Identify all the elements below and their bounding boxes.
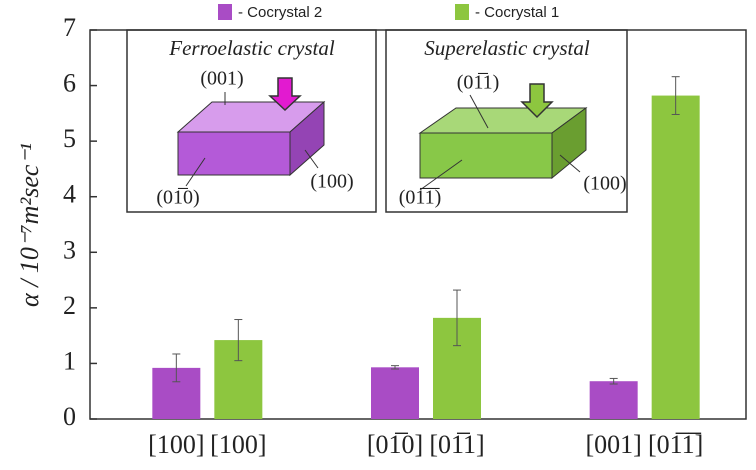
error-bar <box>172 353 181 383</box>
error-bar <box>391 365 399 370</box>
y-tick-label: 3 <box>63 235 76 264</box>
legend-label: - Cocrystal 2 <box>238 4 322 21</box>
face-label: (01̅0) <box>156 187 199 209</box>
bar <box>651 95 700 420</box>
inset-title: Ferroelastic crystal <box>168 36 335 60</box>
legend-swatch <box>455 4 469 20</box>
face-label: (001) <box>200 68 243 90</box>
x-tick-label: [001] <box>586 430 642 459</box>
error-bar <box>671 76 680 115</box>
error-bar <box>234 319 243 362</box>
y-tick-label: 4 <box>63 180 76 209</box>
face-label: (100) <box>310 171 353 193</box>
y-tick-label: 1 <box>63 346 76 375</box>
x-tick-label: [01̅1] <box>429 430 484 459</box>
x-tick-label: [100] <box>210 430 266 459</box>
inset-title: Superelastic crystal <box>424 36 590 60</box>
x-tick-label: [01̅1̅] <box>648 430 703 459</box>
bar <box>371 367 419 419</box>
y-tick-label: 7 <box>63 13 76 42</box>
legend-swatch <box>218 4 232 20</box>
error-bar <box>609 377 618 385</box>
x-tick-label: [01̅0] <box>367 430 423 459</box>
face-label: (01̅1) <box>457 72 500 94</box>
y-axis-label: α / 10⁻⁷m²sec⁻¹ <box>15 143 44 307</box>
y-tick-label: 6 <box>63 69 76 98</box>
inset: Ferroelastic crystal (001) (100) (01̅0) <box>126 29 377 213</box>
x-tick-label: [100] <box>148 430 204 459</box>
y-tick-label: 0 <box>63 402 76 431</box>
face-label: (01̅1̅) <box>399 187 442 209</box>
y-tick-label: 5 <box>63 124 76 153</box>
inset: Superelastic crystal (01̅1) (100) (01̅1̅… <box>385 29 628 213</box>
face-label: (100) <box>583 173 626 195</box>
error-bar <box>453 289 461 347</box>
y-tick-label: 2 <box>63 291 76 320</box>
legend-label: - Cocrystal 1 <box>475 4 559 21</box>
bar <box>589 381 638 419</box>
